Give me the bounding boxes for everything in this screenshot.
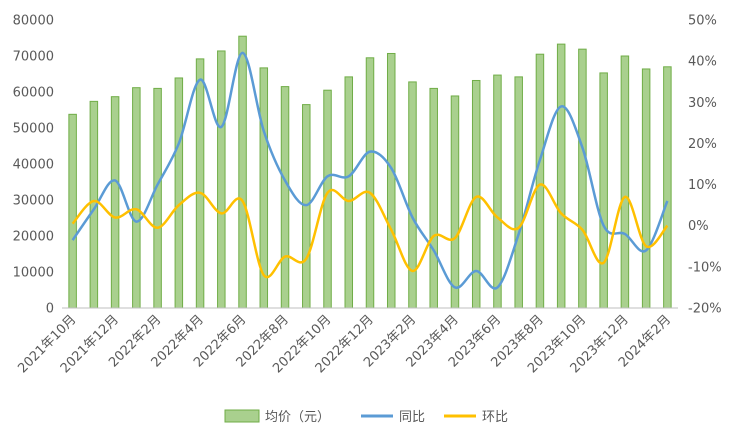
y-left-tick-label: 80000 [13,14,54,29]
bar-2023年2月 [408,81,417,309]
y-right-tick-label: 40% [688,55,717,70]
bar-2024年1月 [641,68,651,309]
y-right-tick-label: 10% [688,178,717,193]
legend-label-price: 均价（元） [265,410,330,425]
y-left-tick-label: 60000 [13,86,54,101]
bar-2022年4月 [195,58,205,309]
y-left-tick-label: 40000 [13,158,54,173]
y-right-tick-label: 30% [688,96,717,111]
bar-2022年12月 [365,57,375,309]
bar-2023年4月 [450,95,460,309]
y-left-tick-label: 70000 [13,50,54,65]
bar-2022年8月 [280,86,290,309]
line-mom [71,183,669,279]
y-left-tick-label: 10000 [13,266,54,281]
legend-label-mom: 环比 [482,410,508,425]
bar-2023年3月 [429,87,438,309]
legend-swatch-price [224,409,260,423]
y-left-tick-label: 20000 [13,230,54,245]
bar-2023年5月 [471,79,481,309]
bar-2023年7月 [514,76,523,309]
bar-2023年11月 [599,72,608,309]
legend: 均价（元） 同比 环比 [224,409,508,425]
line-yoy [71,51,669,290]
bar-2023年9月 [556,43,566,309]
bar-2023年10月 [578,48,587,309]
y-right-tick-label: 50% [688,14,717,29]
bar-2022年5月 [217,50,226,309]
y-right-tick-label: 20% [688,137,717,152]
legend-label-yoy: 同比 [399,410,425,425]
bar-2021年12月 [110,96,120,309]
bars-layer [68,35,672,309]
lines-layer [71,51,669,290]
bar-2023年1月 [386,52,396,309]
y-left-tick-label: 0 [46,302,54,317]
bar-2021年10月 [68,113,77,309]
y-right-tick-label: -10% [688,260,722,275]
y-left-tick-label: 30000 [13,194,54,209]
bar-2022年3月 [174,77,184,309]
bar-2022年1月 [132,87,141,309]
bar-2022年2月 [153,87,162,309]
bar-2023年6月 [493,74,502,309]
y-right-tick-label: -20% [688,302,722,317]
bar-2023年12月 [620,55,630,309]
bar-2022年11月 [344,76,354,309]
y-left-tick-label: 50000 [13,122,54,137]
bar-2022年6月 [238,35,247,309]
y-right-tick-label: 0% [688,219,709,234]
bar-2024年2月 [663,66,672,309]
bar-2023年8月 [535,53,545,309]
